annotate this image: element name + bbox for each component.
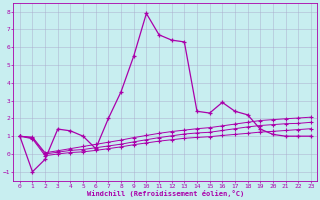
X-axis label: Windchill (Refroidissement éolien,°C): Windchill (Refroidissement éolien,°C) (87, 190, 244, 197)
